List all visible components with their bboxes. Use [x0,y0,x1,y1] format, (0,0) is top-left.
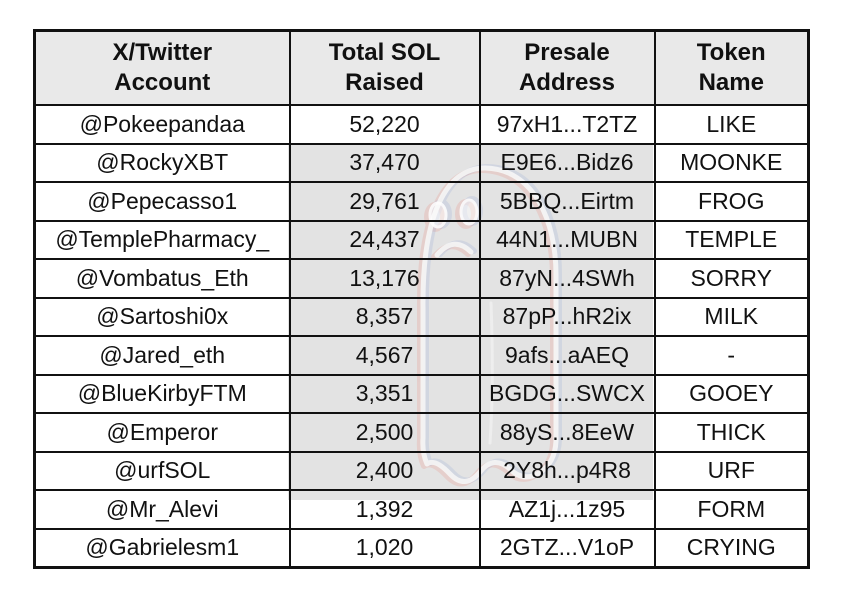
token-cell: LIKE [653,104,810,145]
account-cell: @BlueKirbyFTM [33,373,291,414]
table-row: @RockyXBT 37,470 E9E6...Bidz6 MOONKE [33,142,810,183]
sol-cell: 29,761 [288,181,481,222]
address-cell: 5BBQ...Eirtm [478,181,656,222]
sol-cell: 2,400 [288,450,481,491]
table-header-row: X/Twitter Account Total SOL Raised Presa… [33,29,810,106]
address-cell: 88yS...8EeW [478,412,656,453]
table-row: @Pepecasso1 29,761 5BBQ...Eirtm FROG [33,181,810,222]
table-row: @Jared_eth 4,567 9afs...aAEQ - [33,335,810,376]
token-cell: MOONKE [653,142,810,183]
address-cell: 44N1...MUBN [478,219,656,260]
table-row: @Gabrielesm1 1,020 2GTZ...V1oP CRYING [33,527,810,569]
table-row: @BlueKirbyFTM 3,351 BGDG...SWCX GOOEY [33,373,810,414]
table-row: @Vombatus_Eth 13,176 87yN...4SWh SORRY [33,258,810,299]
col-header-presale-address: Presale Address [478,29,656,106]
header-line: Name [698,69,764,96]
token-cell: GOOEY [653,373,810,414]
sol-cell: 37,470 [288,142,481,183]
table-row: @Pokeepandaa 52,220 97xH1...T2TZ LIKE [33,104,810,145]
address-cell: E9E6...Bidz6 [478,142,656,183]
sol-cell: 13,176 [288,258,481,299]
sol-cell: 8,357 [288,296,481,337]
sol-cell: 52,220 [288,104,481,145]
table-row: @TemplePharmacy_ 24,437 44N1...MUBN TEMP… [33,219,810,260]
header-line: Total SOL [328,39,441,66]
presale-table: X/Twitter Account Total SOL Raised Presa… [33,29,810,569]
sol-cell: 4,567 [288,335,481,376]
header-line: Account [114,69,211,96]
table-row: @urfSOL 2,400 2Y8h...p4R8 URF [33,450,810,491]
account-cell: @urfSOL [33,450,291,491]
token-cell: FROG [653,181,810,222]
address-cell: AZ1j...1z95 [478,489,656,530]
table-row: @Sartoshi0x 8,357 87pP...hR2ix MILK [33,296,810,337]
sol-cell: 24,437 [288,219,481,260]
col-header-token-name: Token Name [653,29,810,106]
account-cell: @Emperor [33,412,291,453]
token-cell: MILK [653,296,810,337]
sol-cell: 3,351 [288,373,481,414]
address-cell: 87yN...4SWh [478,258,656,299]
account-cell: @Vombatus_Eth [33,258,291,299]
header-line: Presale [524,39,610,66]
account-cell: @Pepecasso1 [33,181,291,222]
token-cell: FORM [653,489,810,530]
account-cell: @Jared_eth [33,335,291,376]
account-cell: @RockyXBT [33,142,291,183]
token-cell: TEMPLE [653,219,810,260]
sol-cell: 1,392 [288,489,481,530]
sol-cell: 1,020 [288,527,481,569]
address-cell: 97xH1...T2TZ [478,104,656,145]
address-cell: 87pP...hR2ix [478,296,656,337]
col-header-sol-raised: Total SOL Raised [288,29,481,106]
col-header-account: X/Twitter Account [33,29,291,106]
address-cell: BGDG...SWCX [478,373,656,414]
sol-cell: 2,500 [288,412,481,453]
token-cell: THICK [653,412,810,453]
token-cell: SORRY [653,258,810,299]
account-cell: @Gabrielesm1 [33,527,291,569]
address-cell: 9afs...aAEQ [478,335,656,376]
header-line: X/Twitter [112,39,213,66]
account-cell: @Mr_Alevi [33,489,291,530]
token-cell: URF [653,450,810,491]
table-row: @Emperor 2,500 88yS...8EeW THICK [33,412,810,453]
account-cell: @TemplePharmacy_ [33,219,291,260]
header-line: Raised [345,69,424,96]
header-line: Token [696,39,766,66]
token-cell: CRYING [653,527,810,569]
address-cell: 2GTZ...V1oP [478,527,656,569]
token-cell: - [653,335,810,376]
address-cell: 2Y8h...p4R8 [478,450,656,491]
table-row: @Mr_Alevi 1,392 AZ1j...1z95 FORM [33,489,810,530]
account-cell: @Sartoshi0x [33,296,291,337]
account-cell: @Pokeepandaa [33,104,291,145]
header-line: Address [518,69,616,96]
